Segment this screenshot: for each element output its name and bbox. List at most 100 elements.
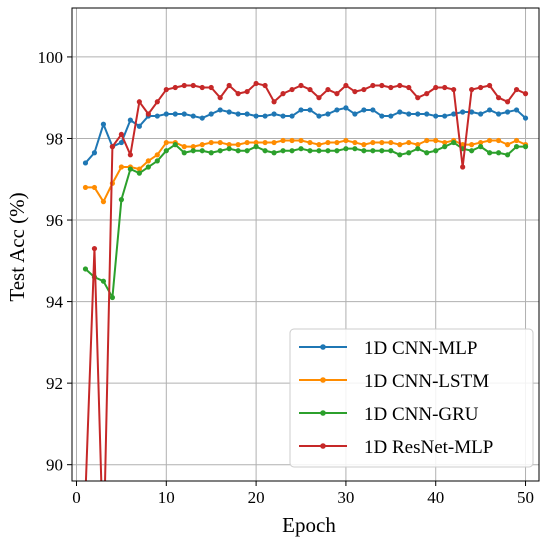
data-point bbox=[217, 139, 223, 146]
data-point bbox=[361, 86, 367, 93]
data-point bbox=[307, 86, 313, 93]
data-point bbox=[217, 95, 223, 101]
data-point bbox=[343, 146, 349, 152]
data-point bbox=[513, 107, 520, 113]
data-point bbox=[370, 148, 376, 154]
data-point bbox=[504, 152, 511, 158]
data-point bbox=[352, 111, 358, 117]
legend-entry-label: 1D CNN-MLP bbox=[364, 338, 477, 359]
data-point bbox=[513, 144, 520, 150]
data-point bbox=[199, 115, 205, 121]
data-point bbox=[289, 148, 295, 154]
data-point bbox=[118, 197, 124, 203]
x-tick-label: 20 bbox=[248, 488, 265, 507]
data-point bbox=[235, 148, 241, 154]
data-point bbox=[262, 148, 268, 154]
data-point bbox=[316, 95, 322, 101]
data-point bbox=[370, 139, 376, 146]
data-point bbox=[253, 80, 259, 87]
data-point bbox=[307, 148, 313, 154]
data-point bbox=[199, 84, 205, 91]
data-point bbox=[217, 148, 223, 154]
data-point bbox=[424, 137, 430, 144]
series-4 bbox=[84, 80, 529, 481]
data-point bbox=[433, 137, 439, 144]
data-point bbox=[495, 95, 502, 101]
data-point bbox=[424, 111, 430, 117]
data-point bbox=[289, 137, 295, 144]
data-point bbox=[145, 158, 151, 164]
data-point bbox=[118, 131, 124, 138]
data-point bbox=[154, 158, 160, 164]
data-point bbox=[163, 111, 169, 117]
data-point bbox=[118, 139, 124, 146]
data-point bbox=[145, 111, 151, 117]
data-point bbox=[244, 148, 250, 154]
data-point bbox=[172, 141, 178, 148]
data-point bbox=[262, 82, 268, 89]
data-point bbox=[478, 111, 484, 117]
data-point bbox=[235, 91, 241, 97]
data-point bbox=[406, 139, 412, 146]
data-point bbox=[172, 111, 178, 117]
data-point bbox=[379, 148, 385, 154]
data-point bbox=[397, 141, 403, 148]
data-point bbox=[504, 109, 511, 115]
data-point bbox=[433, 113, 439, 119]
data-point bbox=[172, 84, 178, 91]
data-point bbox=[406, 84, 412, 91]
legend-swatch-marker bbox=[320, 443, 326, 449]
data-point bbox=[469, 148, 475, 154]
data-point bbox=[271, 150, 277, 156]
data-point bbox=[262, 139, 268, 146]
data-point bbox=[127, 117, 133, 123]
data-point bbox=[181, 82, 187, 89]
data-point bbox=[379, 139, 385, 146]
data-point bbox=[343, 82, 349, 89]
data-point bbox=[522, 91, 529, 97]
data-point bbox=[451, 139, 457, 146]
data-point bbox=[397, 152, 403, 158]
data-point bbox=[280, 148, 286, 154]
data-point bbox=[91, 184, 98, 191]
data-point bbox=[208, 111, 214, 117]
data-point bbox=[154, 113, 160, 119]
data-point bbox=[82, 266, 89, 272]
data-point bbox=[181, 150, 187, 156]
data-point bbox=[325, 139, 331, 146]
data-point bbox=[100, 121, 107, 127]
legend-entry-label: 1D CNN-LSTM bbox=[364, 371, 489, 392]
data-point bbox=[343, 137, 349, 144]
data-point bbox=[316, 113, 322, 119]
data-point bbox=[181, 144, 187, 150]
data-point bbox=[451, 111, 457, 117]
data-point bbox=[163, 148, 169, 154]
data-point bbox=[226, 109, 232, 115]
data-point bbox=[208, 84, 214, 91]
data-point bbox=[397, 109, 403, 115]
data-point bbox=[325, 86, 331, 93]
data-point bbox=[109, 294, 116, 301]
data-point bbox=[154, 99, 160, 105]
data-point bbox=[388, 148, 394, 154]
data-point bbox=[244, 139, 250, 146]
data-point bbox=[100, 278, 107, 284]
grid bbox=[72, 8, 539, 481]
data-point bbox=[522, 144, 529, 150]
data-point bbox=[460, 141, 466, 148]
data-point bbox=[325, 148, 331, 154]
x-axis-label: Epoch bbox=[282, 513, 336, 537]
data-point bbox=[253, 113, 259, 119]
data-point bbox=[361, 148, 367, 154]
data-point bbox=[298, 146, 304, 152]
data-point bbox=[316, 148, 322, 154]
data-point bbox=[307, 107, 313, 113]
y-tick-label: 94 bbox=[46, 293, 64, 312]
data-point bbox=[460, 164, 466, 170]
data-point bbox=[388, 84, 394, 91]
data-point bbox=[208, 150, 214, 156]
data-point bbox=[280, 113, 286, 119]
data-point bbox=[271, 99, 277, 105]
x-tick-label: 40 bbox=[427, 488, 444, 507]
data-point bbox=[442, 84, 448, 91]
